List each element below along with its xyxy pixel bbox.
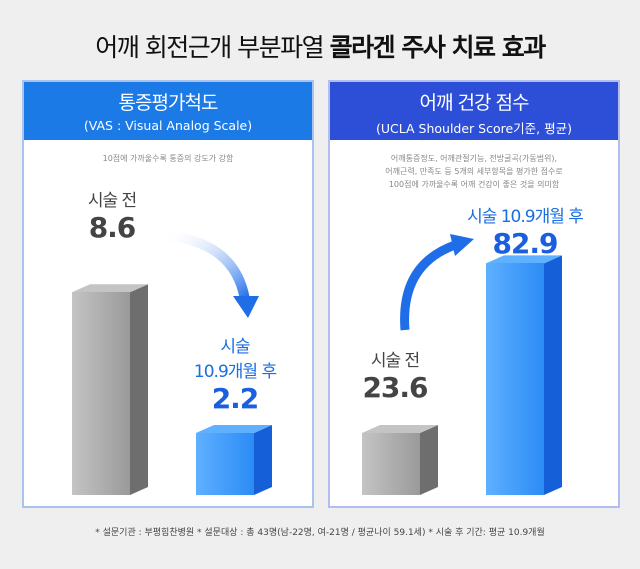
label-text: 시술 전 — [87, 191, 137, 211]
value-label: 82.9 — [492, 227, 558, 260]
bar-front — [486, 263, 544, 495]
bar-top — [196, 425, 272, 433]
label-text: 시술 전 — [370, 351, 420, 371]
ucla-header: 어깨 건강 점수 (UCLA Shoulder Score기준, 평균) — [330, 82, 618, 140]
vas-title: 통증평가척도 — [118, 92, 219, 114]
ucla-note-line: 100점에 가까울수록 어깨 건강이 좋은 것을 의미함 — [388, 180, 560, 189]
bar-ucla-after — [486, 255, 562, 495]
title-normal: 어깨 회전근개 부분파열 — [95, 33, 330, 62]
bar-front — [196, 433, 254, 495]
ucla-after-label: 시술 10.9개월 후 82.9 — [455, 202, 595, 260]
ucla-before-label: 시술 전 23.6 — [345, 346, 445, 404]
bar-side — [544, 255, 562, 495]
value-label: 2.2 — [211, 382, 260, 415]
title-bold: 콜라겐 주사 치료 효과 — [329, 33, 547, 62]
up-arrowhead-icon — [450, 234, 474, 256]
bar-vas-after — [196, 425, 272, 495]
bar-ucla-before — [362, 425, 438, 495]
ucla-note-line: 어깨근력, 만족도 등 5개의 세부항목을 평가한 점수로 — [385, 167, 563, 176]
bar-front — [362, 433, 420, 495]
ucla-subtitle: (UCLA Shoulder Score기준, 평균) — [375, 121, 572, 136]
vas-note: 10점에 가까울수록 통증의 강도가 강함 — [102, 154, 234, 163]
down-arrow-icon — [159, 230, 250, 301]
vas-after-label: 시술 10.9개월 후 2.2 — [185, 332, 285, 415]
value-label: 8.6 — [88, 211, 137, 244]
down-arrowhead-icon — [233, 296, 259, 318]
vas-subtitle: (VAS : Visual Analog Scale) — [83, 118, 253, 133]
ucla-note-line: 어깨통증정도, 어깨관절기능, 전방굴곡(가동범위), — [390, 154, 558, 163]
vas-before-label: 시술 전 8.6 — [62, 186, 162, 244]
bar-top — [362, 425, 438, 433]
bar-top — [72, 284, 148, 293]
bar-side — [254, 425, 272, 495]
ucla-title: 어깨 건강 점수 — [419, 92, 530, 114]
bar-vas-before — [72, 284, 148, 495]
up-arrow-icon — [400, 240, 457, 331]
bar-side — [130, 284, 148, 495]
page-title: 어깨 회전근개 부분파열 콜라겐 주사 치료 효과 — [0, 28, 640, 64]
bar-top — [486, 255, 562, 264]
footer-notes: * 설문기관 : 부평힘찬병원 * 설문대상 : 총 43명(남-22명, 여-… — [95, 528, 545, 538]
vas-header: 통증평가척도 (VAS : Visual Analog Scale) — [24, 82, 312, 140]
bar-front — [72, 292, 130, 495]
bar-side — [420, 425, 438, 495]
label-text: 시술 — [220, 337, 250, 357]
ucla-note: 어깨통증정도, 어깨관절기능, 전방굴곡(가동범위), 어깨근력, 만족도 등 … — [330, 152, 618, 191]
label-text: 10.9개월 후 — [193, 362, 277, 382]
value-label: 23.6 — [362, 371, 428, 404]
label-text: 시술 10.9개월 후 — [467, 207, 584, 227]
